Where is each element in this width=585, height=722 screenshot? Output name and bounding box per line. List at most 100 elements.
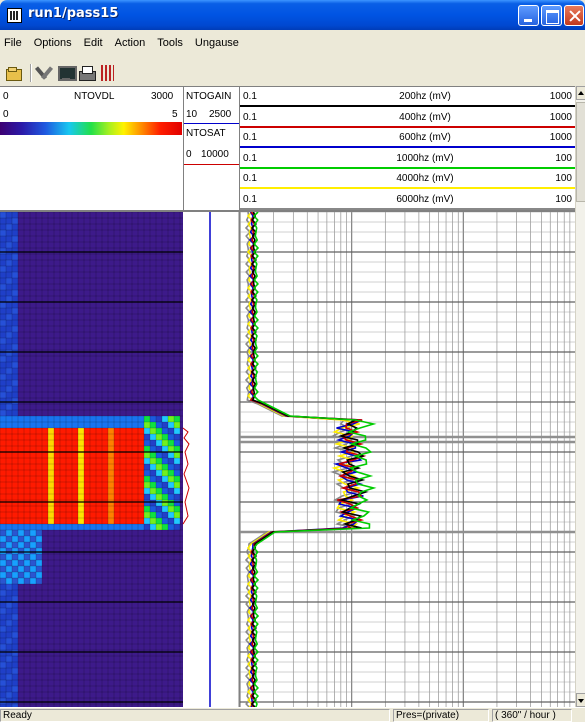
vdl-cell — [114, 458, 120, 464]
vdl-cell — [144, 434, 150, 440]
vdl-cell — [48, 440, 54, 446]
vdl-cell — [120, 434, 126, 440]
vdl-cell — [12, 596, 18, 602]
log-plot[interactable] — [0, 210, 575, 709]
vdl-cell — [120, 452, 126, 458]
vdl-cell — [48, 458, 54, 464]
vdl-cell — [126, 434, 132, 440]
vdl-cell — [12, 494, 18, 500]
vdl-cell — [72, 518, 78, 524]
vdl-cell — [156, 488, 162, 494]
vdl-cell — [0, 482, 6, 488]
vdl-cell — [0, 350, 6, 356]
open-icon[interactable] — [5, 64, 23, 82]
vdl-cell — [84, 488, 90, 494]
vdl-cell — [150, 512, 156, 518]
title-bar[interactable]: run1/pass15 — [0, 0, 585, 30]
vdl-cell — [48, 524, 54, 530]
vdl-cell — [120, 440, 126, 446]
vdl-cell — [174, 422, 180, 428]
vdl-cell — [12, 674, 18, 680]
vdl-cell — [132, 482, 138, 488]
vdl-cell — [96, 488, 102, 494]
vdl-cell — [84, 464, 90, 470]
tool-icon[interactable] — [36, 64, 54, 82]
curve-6000hz — [244, 212, 360, 709]
menu-tools[interactable]: Tools — [157, 37, 183, 49]
vdl-cell — [24, 488, 30, 494]
menu-file[interactable]: File — [4, 37, 22, 49]
vdl-cell — [24, 500, 30, 506]
vdl-cell — [84, 428, 90, 434]
ntogain-low: 10 — [186, 109, 198, 120]
vdl-cell — [6, 434, 12, 440]
vdl-cell — [162, 476, 168, 482]
menu-options[interactable]: Options — [33, 37, 72, 49]
vdl-cell — [66, 470, 72, 476]
curve-header-row[interactable]: 0.1 4000hz (mV) 100 — [240, 169, 575, 189]
vertical-scrollbar[interactable] — [575, 86, 585, 707]
app-icon — [7, 8, 22, 23]
scroll-down-button[interactable] — [576, 693, 585, 707]
vdl-cell — [54, 482, 60, 488]
vdl-cell — [108, 440, 114, 446]
vdl-cell — [48, 470, 54, 476]
scroll-up-button[interactable] — [576, 86, 585, 100]
vdl-cell — [12, 296, 18, 302]
maximize-button[interactable] — [541, 5, 562, 26]
vdl-cell — [102, 512, 108, 518]
close-button[interactable] — [564, 5, 584, 26]
vdl-cell — [54, 488, 60, 494]
vdl-cell — [12, 248, 18, 254]
vdl-cell — [156, 446, 162, 452]
menu-action[interactable]: Action — [114, 37, 146, 49]
vdl-cell — [0, 602, 6, 608]
curve-header-row[interactable]: 0.1 6000hz (mV) 100 — [240, 190, 575, 210]
vdl-cell — [66, 476, 72, 482]
vdl-cell — [6, 572, 12, 578]
vdl-cell — [12, 398, 18, 404]
vdl-cell — [102, 422, 108, 428]
vdl-cell — [120, 476, 126, 482]
curve-left-scale: 0.1 — [243, 91, 257, 102]
vdl-cell — [6, 524, 12, 530]
vdl-cell — [6, 464, 12, 470]
curve-name: 400hz (mV) — [399, 111, 451, 123]
vdl-cell — [174, 512, 180, 518]
curve-header-row[interactable]: 0.1 600hz (mV) 1000 — [240, 128, 575, 148]
curve-header-row[interactable]: 0.1 200hz (mV) 1000 — [240, 87, 575, 107]
vdl-cell — [6, 284, 12, 290]
vdl-cell — [0, 314, 6, 320]
vdl-cell — [156, 476, 162, 482]
vdl-cell — [174, 518, 180, 524]
vdl-cell — [6, 560, 12, 566]
vdl-cell — [72, 512, 78, 518]
vdl-cell — [108, 500, 114, 506]
monitor-icon[interactable] — [57, 64, 77, 82]
vdl-cell — [12, 638, 18, 644]
vdl-cell — [6, 302, 12, 308]
vdl-cell — [0, 518, 6, 524]
vdl-cell — [174, 488, 180, 494]
minimize-button[interactable] — [518, 5, 539, 26]
vdl-cell — [168, 434, 174, 440]
vdl-cell — [54, 464, 60, 470]
depth-icon[interactable] — [99, 64, 117, 82]
vdl-cell — [78, 470, 84, 476]
vdl-cell — [54, 476, 60, 482]
vdl-cell — [30, 494, 36, 500]
vdl-cell — [78, 440, 84, 446]
curve-header-row[interactable]: 0.1 400hz (mV) 1000 — [240, 108, 575, 128]
vdl-cell — [102, 506, 108, 512]
vdl-cell — [36, 464, 42, 470]
vdl-cell — [138, 446, 144, 452]
curve-header-row[interactable]: 0.1 1000hz (mV) 100 — [240, 149, 575, 169]
menu-edit[interactable]: Edit — [83, 37, 103, 49]
vdl-cell — [168, 524, 174, 530]
vdl-cell — [60, 446, 66, 452]
menu-ungause[interactable]: Ungause — [194, 37, 239, 49]
print-icon[interactable] — [78, 64, 96, 82]
scroll-thumb[interactable] — [576, 102, 585, 202]
vdl-cell — [168, 416, 174, 422]
vdl-cell — [168, 518, 174, 524]
